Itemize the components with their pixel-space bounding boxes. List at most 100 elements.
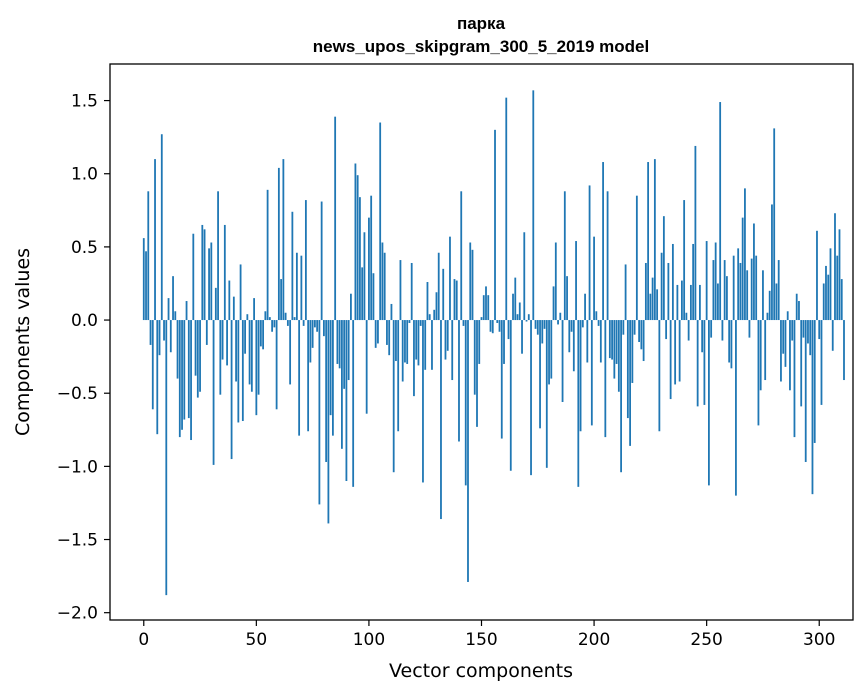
bar bbox=[401, 320, 404, 382]
bar bbox=[755, 255, 758, 321]
bar bbox=[309, 320, 312, 363]
bar bbox=[521, 320, 523, 354]
bar bbox=[525, 320, 528, 322]
bar bbox=[334, 116, 337, 321]
bar bbox=[786, 311, 789, 321]
bar bbox=[507, 320, 510, 340]
bar bbox=[667, 262, 670, 321]
bar bbox=[512, 293, 514, 321]
bar bbox=[714, 242, 717, 321]
bar bbox=[541, 320, 544, 344]
bar bbox=[739, 262, 742, 321]
bar bbox=[662, 216, 665, 321]
bar bbox=[428, 314, 431, 321]
bar bbox=[480, 317, 483, 321]
bar bbox=[291, 211, 294, 321]
bar bbox=[789, 320, 791, 391]
bar bbox=[735, 320, 737, 496]
bar bbox=[757, 320, 760, 426]
bar bbox=[703, 320, 706, 405]
bar bbox=[568, 320, 571, 353]
bar bbox=[838, 229, 841, 321]
bar bbox=[784, 320, 787, 367]
x-axis-ticks: 0 50 100 150 200 250 300 bbox=[138, 620, 835, 650]
bar bbox=[313, 320, 316, 328]
bar bbox=[163, 320, 165, 341]
bar bbox=[476, 320, 478, 427]
bar bbox=[816, 230, 818, 321]
bar bbox=[620, 320, 622, 473]
bar bbox=[359, 197, 361, 321]
bar bbox=[485, 286, 487, 321]
bar bbox=[487, 295, 490, 321]
bar bbox=[802, 320, 805, 338]
bar bbox=[154, 159, 156, 321]
bar bbox=[300, 255, 303, 321]
y-tick-label: 0.5 bbox=[71, 238, 98, 258]
bar bbox=[298, 320, 301, 436]
bar bbox=[818, 320, 821, 340]
bar bbox=[318, 320, 321, 505]
bar bbox=[825, 265, 827, 321]
bar bbox=[271, 320, 274, 332]
bar bbox=[744, 188, 746, 321]
bar bbox=[354, 163, 357, 321]
bar bbox=[647, 162, 650, 321]
bar bbox=[473, 320, 476, 395]
bar bbox=[327, 320, 330, 524]
bar bbox=[660, 252, 663, 321]
bar bbox=[266, 189, 269, 321]
bar bbox=[444, 320, 447, 360]
bar bbox=[563, 191, 566, 321]
bar bbox=[205, 320, 208, 345]
bar bbox=[836, 255, 839, 321]
bar bbox=[671, 243, 674, 321]
bar bbox=[343, 320, 346, 389]
bar bbox=[368, 217, 370, 321]
bar bbox=[284, 312, 287, 321]
bar bbox=[822, 283, 825, 321]
bar bbox=[539, 320, 541, 429]
bar bbox=[674, 320, 677, 385]
bar bbox=[331, 320, 334, 436]
bar bbox=[235, 320, 237, 382]
bar bbox=[169, 320, 172, 353]
bar bbox=[658, 320, 661, 432]
bar bbox=[151, 320, 154, 410]
x-tick-label: 100 bbox=[353, 630, 385, 650]
bar bbox=[559, 312, 562, 321]
bar bbox=[500, 320, 503, 439]
bar bbox=[773, 128, 776, 321]
bar bbox=[550, 320, 553, 379]
bar bbox=[723, 260, 726, 321]
bar bbox=[277, 167, 280, 321]
bar bbox=[829, 248, 832, 321]
bar bbox=[800, 320, 803, 407]
bar bbox=[214, 287, 217, 321]
bar bbox=[611, 320, 613, 360]
bar bbox=[379, 122, 382, 321]
bar bbox=[762, 270, 764, 321]
bar bbox=[422, 320, 424, 483]
bar bbox=[629, 320, 632, 446]
bar bbox=[701, 320, 704, 353]
x-tick-label: 150 bbox=[465, 630, 497, 650]
bar bbox=[807, 320, 809, 344]
bar bbox=[712, 260, 715, 321]
bar bbox=[433, 309, 436, 321]
bar bbox=[726, 276, 728, 321]
bar bbox=[798, 301, 800, 321]
bar bbox=[561, 320, 564, 402]
bar bbox=[523, 232, 526, 321]
bar bbox=[415, 320, 418, 360]
bar bbox=[388, 320, 391, 356]
bar bbox=[811, 320, 814, 495]
bar bbox=[622, 320, 625, 335]
bar bbox=[424, 320, 427, 370]
bar bbox=[174, 311, 177, 321]
bar bbox=[426, 282, 429, 321]
bar bbox=[311, 320, 314, 348]
bar bbox=[246, 314, 249, 321]
y-tick-label: −1.0 bbox=[57, 457, 98, 477]
